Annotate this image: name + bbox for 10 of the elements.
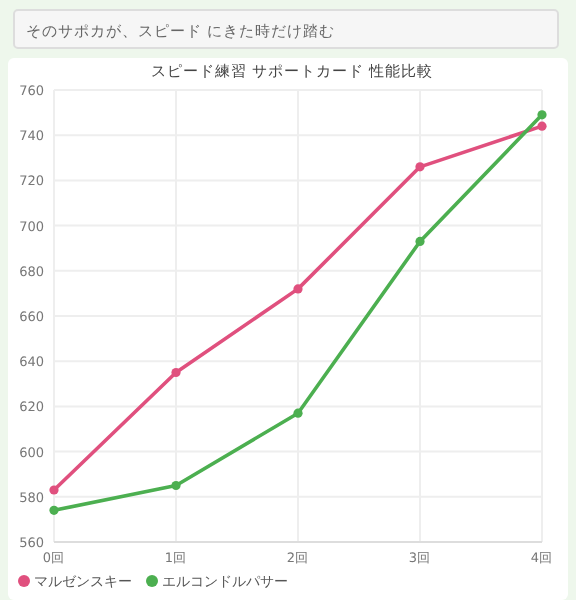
point [49,485,59,495]
point [171,480,181,491]
point [415,236,425,247]
point [293,408,303,418]
point [293,284,303,294]
point [537,110,547,120]
point [171,367,181,378]
point [415,162,425,172]
point [49,505,59,515]
point [537,121,547,131]
